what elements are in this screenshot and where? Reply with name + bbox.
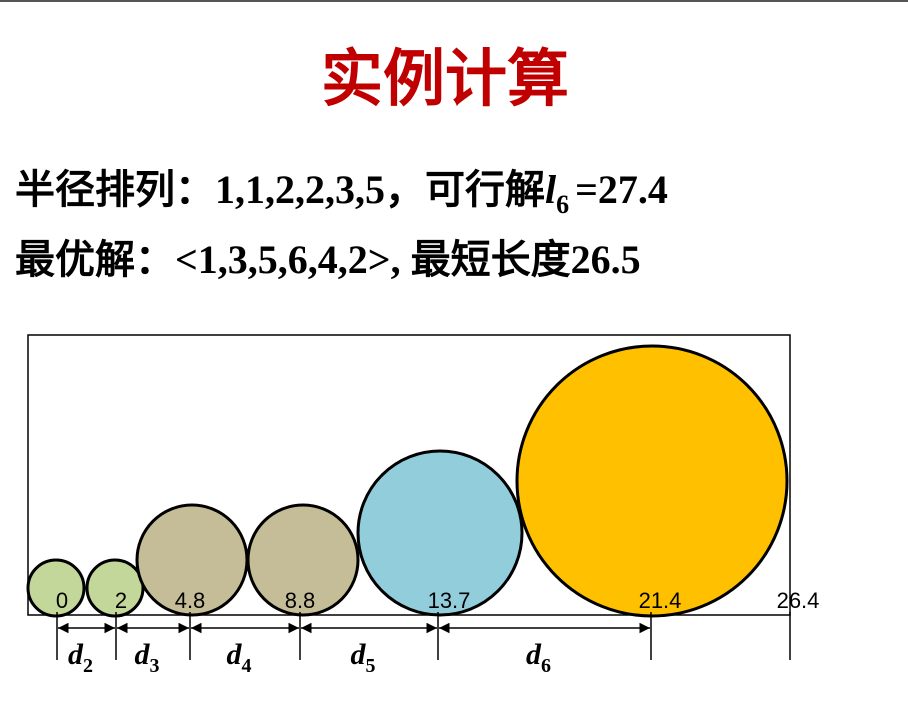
circle [515, 344, 789, 618]
distance-label: d6 [526, 638, 551, 677]
position-label: 8.8 [285, 588, 316, 613]
subscript: 6 [556, 190, 569, 219]
circles [26, 344, 789, 618]
line-text: =27.4 [575, 167, 668, 212]
container-box [27, 334, 791, 616]
position-labels: 0 2 4.8 8.8 13.7 21.4 26.4 [56, 588, 820, 613]
dimension-lines [56, 612, 791, 660]
circle [246, 503, 360, 617]
circle [26, 558, 86, 618]
distance-symbol: d [526, 638, 542, 671]
distance-symbol: d [68, 638, 84, 671]
distance-index: 5 [366, 655, 376, 677]
distance-label: d5 [351, 638, 376, 677]
distance-labels: d2 d3 d4 d5 d6 [68, 638, 551, 677]
circle [356, 449, 524, 617]
text-line: 最优解：<1,3,5,6,4,2>, 最短长度26.5 [15, 237, 641, 282]
distance-index: 4 [242, 655, 252, 677]
distance-index: 2 [83, 655, 93, 677]
position-label: 0 [56, 588, 68, 613]
position-label: 26.4 [777, 588, 820, 613]
position-label: 2 [115, 588, 127, 613]
position-label: 4.8 [175, 588, 206, 613]
position-label: 13.7 [428, 588, 471, 613]
line-text: 半径排列：1,1,2,2,3,5，可行解 [15, 167, 545, 212]
distance-label: d3 [135, 638, 160, 677]
distance-label: d4 [227, 638, 252, 677]
variable: l [545, 167, 557, 212]
distance-index: 6 [541, 655, 551, 677]
distance-label: d2 [68, 638, 93, 677]
slide-title: 实例计算 [321, 45, 569, 114]
distance-index: 3 [150, 655, 160, 677]
text-line: 半径排列：1,1,2,2,3,5，可行解l6 =27.4 [15, 167, 668, 219]
distance-symbol: d [227, 638, 243, 671]
distance-symbol: d [351, 638, 367, 671]
distance-symbol: d [135, 638, 151, 671]
position-label: 21.4 [639, 588, 682, 613]
